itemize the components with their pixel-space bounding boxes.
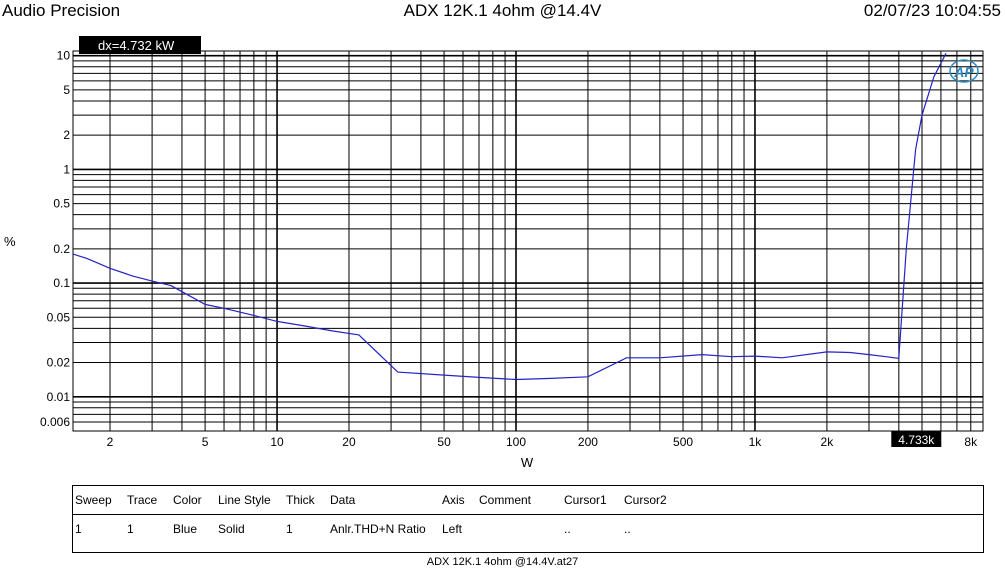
x-tick-label: 2 [107, 435, 114, 449]
legend-row: 1 1 Blue Solid 1 Anlr.THD+N Ratio Left .… [73, 515, 983, 543]
legend-header-cursor1: Cursor1 [564, 493, 607, 507]
graph-title: ADX 12K.1 4ohm @14.4V [403, 1, 602, 20]
legend-header-line-style: Line Style [218, 493, 271, 507]
file-name: ADX 12K.1 4ohm @14.4V.at27 [426, 556, 579, 568]
y-tick-label: 0.05 [47, 310, 71, 324]
y-tick-label: 0.02 [47, 356, 71, 370]
legend-header-trace: Trace [127, 493, 158, 507]
legend-header-axis: Axis [442, 493, 465, 507]
legend-cell-data: Anlr.THD+N Ratio [330, 522, 426, 536]
y-tick-label: 10 [57, 49, 71, 63]
legend-cell-color: Blue [173, 522, 198, 536]
y-tick-label: 0.006 [40, 415, 70, 429]
legend-cell-axis: Left [442, 522, 463, 536]
legend-cell-cursor2: .. [624, 522, 631, 536]
y-tick-label: 2 [63, 128, 70, 142]
legend-cell-cursor1: .. [564, 522, 571, 536]
x-tick-label: 500 [673, 435, 693, 449]
x-tick-label: 200 [578, 435, 598, 449]
legend-table: Sweep Trace Color Line Style Thick Data … [72, 485, 984, 553]
legend-header-sweep: Sweep [75, 493, 112, 507]
legend-header-comment: Comment [479, 493, 532, 507]
legend-cell-thick: 1 [286, 522, 293, 536]
y-axis-label: % [4, 234, 16, 249]
legend-cell-sweep: 1 [75, 522, 82, 536]
y-tick-label: 0.1 [53, 276, 70, 290]
series-line [72, 53, 947, 381]
legend-header-cursor2: Cursor2 [624, 493, 667, 507]
timestamp: 02/07/23 10:04:55 [863, 1, 1001, 20]
plot-frame [72, 50, 984, 432]
y-tick-label: 5 [63, 83, 70, 97]
legend-header-data: Data [330, 493, 356, 507]
x-tick-label: 2k [821, 435, 835, 449]
x-tick-label: 5 [202, 435, 209, 449]
legend-header-thick: Thick [286, 493, 315, 507]
readout-box [79, 36, 201, 54]
legend-cell-line-style: Solid [218, 522, 245, 536]
legend-header-color: Color [173, 493, 202, 507]
legend-header-row: Sweep Trace Color Line Style Thick Data … [73, 486, 983, 515]
y-tick-label: 0.2 [53, 242, 70, 256]
cursor-x-box [891, 431, 942, 447]
readout-text: dx=4.732 kW [98, 38, 175, 53]
ap-logo-text: AP [953, 64, 974, 80]
legend-cell-trace: 1 [127, 522, 134, 536]
x-axis-label: W [521, 455, 534, 470]
x-tick-label: 20 [342, 435, 356, 449]
thd-chart: 10 5 2 1 0.5 0.2 0.1 0.05 0.02 0.01 0.006 2 5 10 20 50 1… [4, 36, 984, 470]
ap-logo [949, 59, 979, 83]
cursor-x-label: 4.733k [898, 433, 935, 447]
x-tick-label: 100 [506, 435, 526, 449]
x-tick-label: 50 [437, 435, 451, 449]
y-tick-label: 0.5 [53, 197, 70, 211]
x-tick-label: 10 [270, 435, 284, 449]
brand-label: Audio Precision [2, 1, 121, 20]
y-tick-label: 1 [63, 162, 70, 176]
x-tick-label: 8k [964, 435, 978, 449]
y-tick-label: 0.01 [47, 390, 71, 404]
x-tick-label: 1k [749, 435, 763, 449]
